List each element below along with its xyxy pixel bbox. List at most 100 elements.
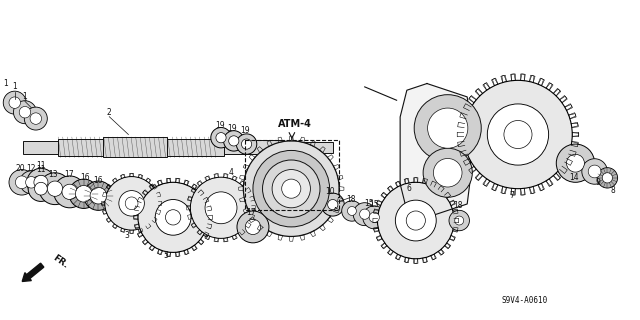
Circle shape	[423, 148, 472, 197]
Circle shape	[20, 171, 43, 194]
Circle shape	[26, 177, 37, 188]
Circle shape	[353, 203, 376, 226]
Circle shape	[245, 219, 260, 235]
Circle shape	[24, 107, 47, 130]
Text: 19: 19	[228, 124, 237, 132]
Circle shape	[35, 182, 47, 195]
Text: 17: 17	[64, 170, 74, 179]
Circle shape	[396, 200, 436, 241]
Circle shape	[597, 168, 618, 188]
Circle shape	[9, 97, 20, 108]
Circle shape	[262, 160, 320, 217]
Circle shape	[223, 131, 244, 151]
Circle shape	[54, 176, 86, 208]
Circle shape	[9, 170, 35, 195]
Circle shape	[76, 186, 92, 202]
Circle shape	[243, 141, 339, 236]
Text: 16: 16	[93, 176, 103, 185]
Text: 10: 10	[324, 188, 334, 196]
Circle shape	[487, 104, 548, 165]
Circle shape	[348, 206, 356, 215]
Circle shape	[414, 95, 481, 162]
Polygon shape	[167, 139, 224, 156]
Text: 1: 1	[22, 92, 28, 101]
Circle shape	[84, 181, 113, 210]
Circle shape	[105, 177, 159, 230]
Circle shape	[363, 206, 386, 229]
Text: 15: 15	[369, 200, 379, 209]
Polygon shape	[282, 141, 333, 153]
Text: 11: 11	[36, 165, 45, 174]
Circle shape	[228, 136, 239, 146]
Circle shape	[138, 182, 208, 252]
Circle shape	[328, 199, 338, 210]
Circle shape	[15, 176, 28, 189]
Circle shape	[190, 177, 252, 238]
Text: 19: 19	[241, 126, 250, 135]
Text: 6: 6	[407, 184, 412, 193]
Circle shape	[62, 184, 77, 199]
Circle shape	[433, 158, 462, 187]
Polygon shape	[400, 84, 470, 217]
Polygon shape	[58, 139, 103, 156]
Polygon shape	[224, 140, 282, 154]
Text: 13: 13	[48, 170, 58, 179]
Text: 18: 18	[346, 195, 355, 204]
Text: 1: 1	[12, 82, 17, 91]
Text: 4: 4	[228, 168, 233, 177]
Circle shape	[282, 179, 301, 198]
Circle shape	[455, 216, 464, 225]
Text: 11: 11	[36, 161, 45, 170]
Text: 12: 12	[26, 164, 35, 173]
Circle shape	[30, 113, 42, 124]
Text: 3: 3	[124, 231, 129, 240]
Text: FR.: FR.	[51, 253, 69, 270]
Text: 16: 16	[80, 173, 90, 182]
Circle shape	[566, 154, 584, 172]
Circle shape	[211, 127, 231, 148]
Circle shape	[205, 192, 237, 224]
Circle shape	[47, 181, 63, 196]
Circle shape	[69, 179, 99, 208]
Circle shape	[556, 144, 595, 182]
Text: 14: 14	[570, 173, 579, 182]
Circle shape	[27, 168, 55, 196]
Circle shape	[216, 132, 226, 143]
Circle shape	[428, 108, 468, 148]
Circle shape	[369, 212, 380, 222]
Circle shape	[13, 101, 36, 124]
Circle shape	[119, 191, 145, 216]
Circle shape	[241, 139, 252, 149]
Circle shape	[272, 170, 310, 208]
Circle shape	[602, 173, 612, 183]
Text: 15: 15	[364, 199, 374, 208]
Circle shape	[90, 188, 107, 204]
Text: ATM-4: ATM-4	[278, 119, 312, 129]
Circle shape	[19, 107, 31, 118]
Text: 8: 8	[610, 186, 615, 195]
Text: 18: 18	[453, 201, 463, 210]
Polygon shape	[23, 141, 58, 154]
Circle shape	[321, 193, 344, 216]
Circle shape	[449, 210, 469, 231]
Text: 7: 7	[509, 190, 514, 200]
Bar	[244, 140, 339, 210]
Circle shape	[236, 134, 257, 154]
Circle shape	[34, 175, 48, 189]
Text: 5: 5	[163, 251, 168, 260]
Text: 17: 17	[246, 208, 256, 217]
FancyArrow shape	[22, 263, 44, 282]
Circle shape	[3, 91, 26, 114]
Circle shape	[360, 209, 370, 219]
Circle shape	[39, 173, 71, 204]
Circle shape	[464, 80, 572, 189]
Circle shape	[342, 201, 362, 221]
Text: 19: 19	[215, 121, 225, 130]
Text: S9V4-A0610: S9V4-A0610	[501, 296, 547, 305]
Circle shape	[378, 182, 454, 259]
Text: 20: 20	[15, 164, 25, 173]
Text: 2: 2	[107, 108, 111, 117]
Polygon shape	[103, 137, 167, 157]
Circle shape	[582, 159, 607, 184]
Circle shape	[28, 176, 54, 201]
